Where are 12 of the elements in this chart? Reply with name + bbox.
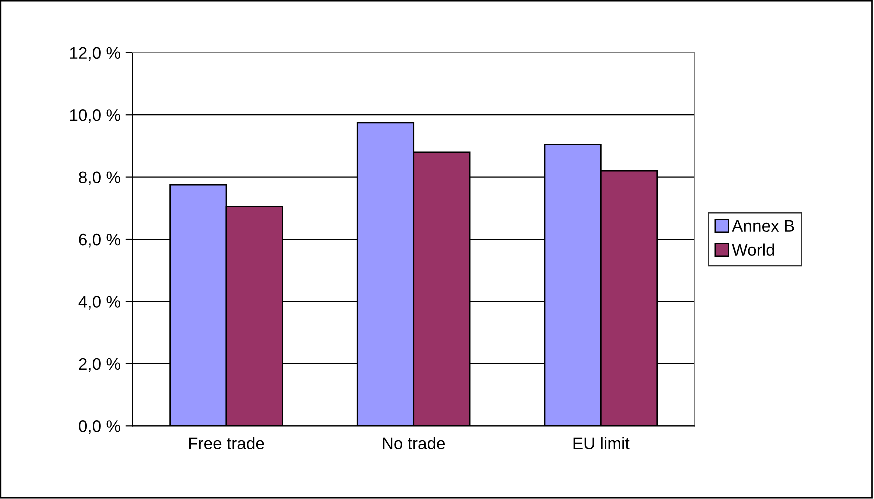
y-tick-label: 12,0 % (70, 47, 120, 62)
y-tick-label: 8,0 % (79, 172, 120, 186)
y-tick-label: 6,0 % (79, 234, 120, 248)
x-tick-label: No trade (383, 437, 446, 450)
legend-label: World (732, 244, 774, 256)
y-tick-label: 4,0 % (78, 296, 120, 310)
y-tick-label: 2,0 % (79, 358, 120, 372)
x-tick-label: Free trade (189, 437, 264, 450)
y-tick-label: 0,0 % (79, 420, 120, 434)
x-tick-label: EU limit (574, 437, 630, 450)
y-tick-label: 10,0 % (70, 110, 120, 124)
legend-label: Annex B (732, 220, 794, 232)
